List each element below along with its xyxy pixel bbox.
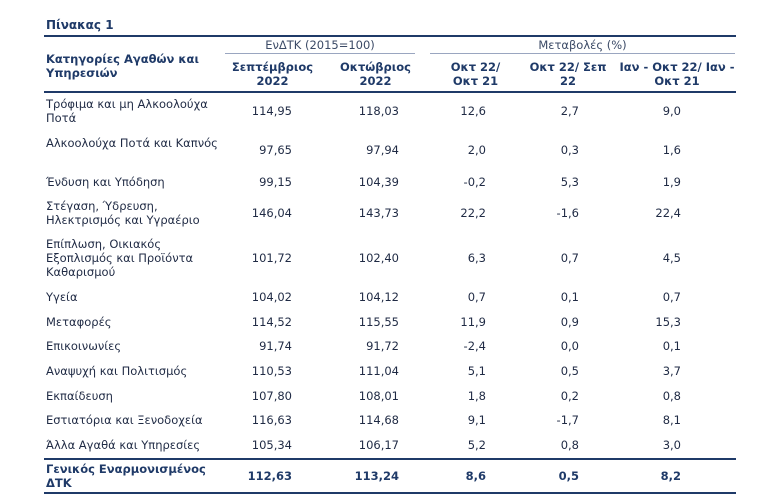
row-label: Στέγαση, Ύδρευση, Ηλεκτρισμός και Υγραέρ… — [46, 199, 200, 227]
row-value-sep: 99,15 — [259, 175, 292, 189]
row-value-oct: 104,39 — [358, 175, 399, 189]
row-value-mom: 0,5 — [560, 364, 579, 378]
header-category: Κατηγορίες Αγαθών και Υπηρεσιών — [46, 52, 199, 80]
total-value-mom: 0,5 — [558, 469, 579, 483]
row-value-yoy: 0,7 — [467, 290, 486, 304]
row-label: Υγεία — [46, 290, 78, 304]
row-value-ytd: 0,7 — [662, 290, 681, 304]
row-value-oct: 108,01 — [358, 389, 399, 403]
row-value-mom: 5,3 — [560, 175, 579, 189]
row-value-mom: 0,9 — [560, 315, 579, 329]
row-value-sep: 97,65 — [259, 143, 292, 157]
row-value-mom: 0,0 — [560, 339, 579, 353]
row-value-ytd: 22,4 — [655, 206, 681, 220]
row-value-sep: 146,04 — [251, 206, 292, 220]
row-value-ytd: 3,7 — [662, 364, 681, 378]
row-value-yoy: 1,8 — [467, 389, 486, 403]
row-value-sep: 105,34 — [251, 438, 292, 452]
row-value-yoy: 12,6 — [460, 104, 486, 118]
total-value-ytd: 8,2 — [660, 469, 681, 483]
row-value-sep: 110,53 — [251, 364, 292, 378]
row-value-oct: 106,17 — [358, 438, 399, 452]
row-value-oct: 91,72 — [366, 339, 399, 353]
group-changes-label: Μεταβολές (%) — [538, 38, 627, 52]
row-value-oct: 104,12 — [358, 290, 399, 304]
row-value-sep: 104,02 — [251, 290, 292, 304]
row-value-yoy: 2,0 — [467, 143, 486, 157]
row-value-ytd: 3,0 — [662, 438, 681, 452]
col-header-sep: Σεπτέμβριος 2022 — [231, 60, 314, 88]
total-rule — [44, 458, 736, 460]
row-value-mom: -1,6 — [556, 206, 579, 220]
row-value-ytd: 1,9 — [662, 175, 681, 189]
total-value-sep: 112,63 — [247, 469, 292, 483]
row-value-mom: 2,7 — [560, 104, 579, 118]
row-value-oct: 118,03 — [358, 104, 399, 118]
row-value-yoy: 6,3 — [467, 251, 486, 265]
total-value-yoy: 8,6 — [465, 469, 486, 483]
group-index-rule — [225, 53, 415, 54]
row-value-yoy: 22,2 — [460, 206, 486, 220]
bottom-rule — [44, 492, 736, 494]
row-value-oct: 114,68 — [358, 413, 399, 427]
group-changes-rule — [430, 53, 735, 54]
row-value-oct: 102,40 — [358, 251, 399, 265]
row-value-mom: -1,7 — [556, 413, 579, 427]
row-value-yoy: 5,1 — [467, 364, 486, 378]
row-value-yoy: 11,9 — [460, 315, 486, 329]
row-value-oct: 143,73 — [358, 206, 399, 220]
row-value-ytd: 8,1 — [662, 413, 681, 427]
col-header-ytd: Ιαν - Οκτ 22/ Ιαν - Οκτ 21 — [619, 60, 735, 88]
group-index-label: ΕνΔΤΚ (2015=100) — [265, 38, 375, 52]
row-value-oct: 111,04 — [358, 364, 399, 378]
row-label: Εκπαίδευση — [46, 389, 113, 403]
row-value-ytd: 0,8 — [662, 389, 681, 403]
row-value-yoy: -0,2 — [463, 175, 486, 189]
row-value-sep: 91,74 — [259, 339, 292, 353]
row-label: Επίπλωση, Οικιακός Εξοπλισμός και Προϊόν… — [46, 237, 194, 279]
row-value-mom: 0,7 — [560, 251, 579, 265]
row-label: Τρόφιμα και μη Αλκοολούχα Ποτά — [46, 97, 208, 125]
row-value-yoy: 9,1 — [467, 413, 486, 427]
row-value-oct: 97,94 — [366, 143, 399, 157]
top-rule — [44, 35, 736, 37]
row-label: Άλλα Αγαθά και Υπηρεσίες — [46, 438, 201, 452]
row-value-mom: 0,3 — [560, 143, 579, 157]
row-value-ytd: 9,0 — [662, 104, 681, 118]
header-rule — [44, 91, 736, 93]
row-value-ytd: 15,3 — [655, 315, 681, 329]
row-value-sep: 114,95 — [251, 104, 292, 118]
row-value-ytd: 4,5 — [662, 251, 681, 265]
row-value-yoy: 5,2 — [467, 438, 486, 452]
row-value-yoy: -2,4 — [463, 339, 486, 353]
row-value-mom: 0,8 — [560, 438, 579, 452]
table-title: Πίνακας 1 — [46, 18, 114, 32]
row-value-oct: 115,55 — [358, 315, 399, 329]
row-label: Αλκοολούχα Ποτά και Καπνός — [46, 136, 218, 150]
row-value-ytd: 0,1 — [662, 339, 681, 353]
col-header-oct: Οκτώβριος 2022 — [340, 60, 411, 88]
row-value-mom: 0,1 — [560, 290, 579, 304]
total-label: Γενικός Εναρμονισμένος ΔΤΚ — [46, 462, 206, 490]
row-label: Ένδυση και Υπόδηση — [46, 175, 165, 189]
row-label: Μεταφορές — [46, 315, 112, 329]
col-header-yoy: Οκτ 22/ Οκτ 21 — [450, 60, 501, 88]
row-value-sep: 107,80 — [251, 389, 292, 403]
row-value-mom: 0,2 — [560, 389, 579, 403]
row-value-sep: 101,72 — [251, 251, 292, 265]
col-header-mom: Οκτ 22/ Σεπ 22 — [529, 60, 607, 88]
row-label: Αναψυχή και Πολιτισμός — [46, 364, 188, 378]
row-value-sep: 116,63 — [251, 413, 292, 427]
row-value-ytd: 1,6 — [662, 143, 681, 157]
total-value-oct: 113,24 — [354, 469, 399, 483]
row-label: Εστιατόρια και Ξενοδοχεία — [46, 413, 203, 427]
row-label: Επικοινωνίες — [46, 339, 122, 353]
row-value-sep: 114,52 — [251, 315, 292, 329]
